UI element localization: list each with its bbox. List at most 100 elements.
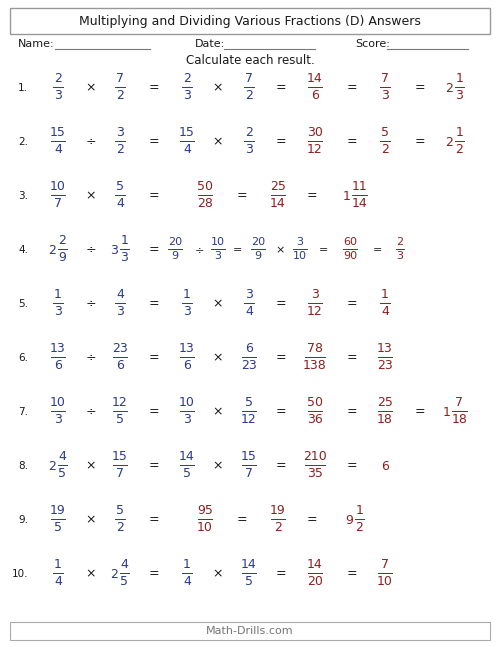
Text: 210: 210 <box>303 450 327 463</box>
Text: =: = <box>346 82 358 94</box>
Text: =: = <box>148 135 160 149</box>
Text: 4: 4 <box>381 305 389 318</box>
Text: Score:: Score: <box>355 39 390 49</box>
Text: Name:: Name: <box>18 39 55 49</box>
Text: =: = <box>148 351 160 364</box>
Text: 15: 15 <box>50 126 66 138</box>
Text: 9: 9 <box>345 514 353 527</box>
Text: =: = <box>148 82 160 94</box>
Text: =: = <box>276 351 286 364</box>
Text: 3: 3 <box>54 305 62 318</box>
Text: 12: 12 <box>112 396 128 409</box>
Text: 3: 3 <box>183 413 191 426</box>
Text: =: = <box>346 406 358 419</box>
Text: 5: 5 <box>58 467 66 480</box>
Text: =: = <box>346 459 358 472</box>
Text: 4: 4 <box>116 288 124 301</box>
Text: 30: 30 <box>307 126 323 138</box>
Text: 13: 13 <box>179 342 195 355</box>
Text: 9.: 9. <box>18 515 28 525</box>
Text: 13: 13 <box>50 342 66 355</box>
Text: ×: × <box>213 406 223 419</box>
Text: 3: 3 <box>381 89 389 102</box>
Text: Multiplying and Dividing Various Fractions (D) Answers: Multiplying and Dividing Various Fractio… <box>79 14 421 28</box>
Text: =: = <box>276 459 286 472</box>
Text: 3: 3 <box>311 288 319 301</box>
Text: 3: 3 <box>245 288 253 301</box>
Text: =: = <box>306 514 318 527</box>
Text: 2: 2 <box>396 237 404 247</box>
Text: 10: 10 <box>50 180 66 193</box>
Text: ×: × <box>213 459 223 472</box>
Text: ×: × <box>213 135 223 149</box>
Text: ÷: ÷ <box>86 351 96 364</box>
Text: ×: × <box>213 351 223 364</box>
Text: =: = <box>346 298 358 311</box>
Text: 1: 1 <box>456 126 463 138</box>
Text: 2: 2 <box>245 126 253 138</box>
Text: 2: 2 <box>456 143 463 156</box>
Text: 3: 3 <box>54 413 62 426</box>
Text: 14: 14 <box>352 197 367 210</box>
Text: =: = <box>148 514 160 527</box>
Text: 35: 35 <box>307 467 323 480</box>
Text: 3: 3 <box>214 251 222 261</box>
Text: 6: 6 <box>381 459 389 472</box>
Text: =: = <box>236 190 248 203</box>
Text: 7: 7 <box>381 72 389 85</box>
Text: 4: 4 <box>54 575 62 588</box>
Text: 25: 25 <box>270 180 286 193</box>
Text: 3.: 3. <box>18 191 28 201</box>
Text: Date:: Date: <box>195 39 225 49</box>
Text: 1.: 1. <box>18 83 28 93</box>
Text: 2: 2 <box>48 459 56 472</box>
Text: 5: 5 <box>54 521 62 534</box>
Text: =: = <box>374 245 382 255</box>
Text: 138: 138 <box>303 359 327 372</box>
Text: 9: 9 <box>254 251 262 261</box>
Text: 10: 10 <box>377 575 393 588</box>
Text: =: = <box>276 82 286 94</box>
Text: 4: 4 <box>54 143 62 156</box>
Text: 9: 9 <box>58 251 66 264</box>
Text: =: = <box>148 459 160 472</box>
Text: 7: 7 <box>381 558 389 571</box>
Text: 14: 14 <box>270 197 286 210</box>
Text: 7: 7 <box>245 72 253 85</box>
Text: 5: 5 <box>381 126 389 138</box>
Text: 4.: 4. <box>18 245 28 255</box>
Text: 19: 19 <box>270 504 286 517</box>
Text: 50: 50 <box>197 180 213 193</box>
Text: ×: × <box>213 298 223 311</box>
Text: ÷: ÷ <box>86 243 96 256</box>
Text: 2: 2 <box>110 567 118 580</box>
Text: 1: 1 <box>456 72 463 85</box>
Text: 36: 36 <box>307 413 323 426</box>
Text: 19: 19 <box>50 504 66 517</box>
Text: ÷: ÷ <box>86 406 96 419</box>
Text: 2: 2 <box>54 72 62 85</box>
Text: =: = <box>414 135 426 149</box>
Text: 1: 1 <box>183 288 191 301</box>
Text: =: = <box>346 567 358 580</box>
Text: Math-Drills.com: Math-Drills.com <box>206 626 294 636</box>
Text: 6: 6 <box>54 359 62 372</box>
Text: 2: 2 <box>183 72 191 85</box>
Text: 14: 14 <box>307 558 323 571</box>
Text: 5: 5 <box>245 396 253 409</box>
Text: =: = <box>276 406 286 419</box>
Text: =: = <box>276 567 286 580</box>
Text: 10: 10 <box>50 396 66 409</box>
Text: 11: 11 <box>352 180 367 193</box>
Text: 20: 20 <box>168 237 182 247</box>
Text: ÷: ÷ <box>196 245 204 255</box>
Text: =: = <box>148 298 160 311</box>
Text: 2: 2 <box>116 143 124 156</box>
Text: 3: 3 <box>116 126 124 138</box>
Text: =: = <box>346 135 358 149</box>
Text: 4: 4 <box>116 197 124 210</box>
Text: ×: × <box>86 514 96 527</box>
Text: 14: 14 <box>307 72 323 85</box>
Text: 2: 2 <box>48 243 56 256</box>
Text: 6: 6 <box>311 89 319 102</box>
